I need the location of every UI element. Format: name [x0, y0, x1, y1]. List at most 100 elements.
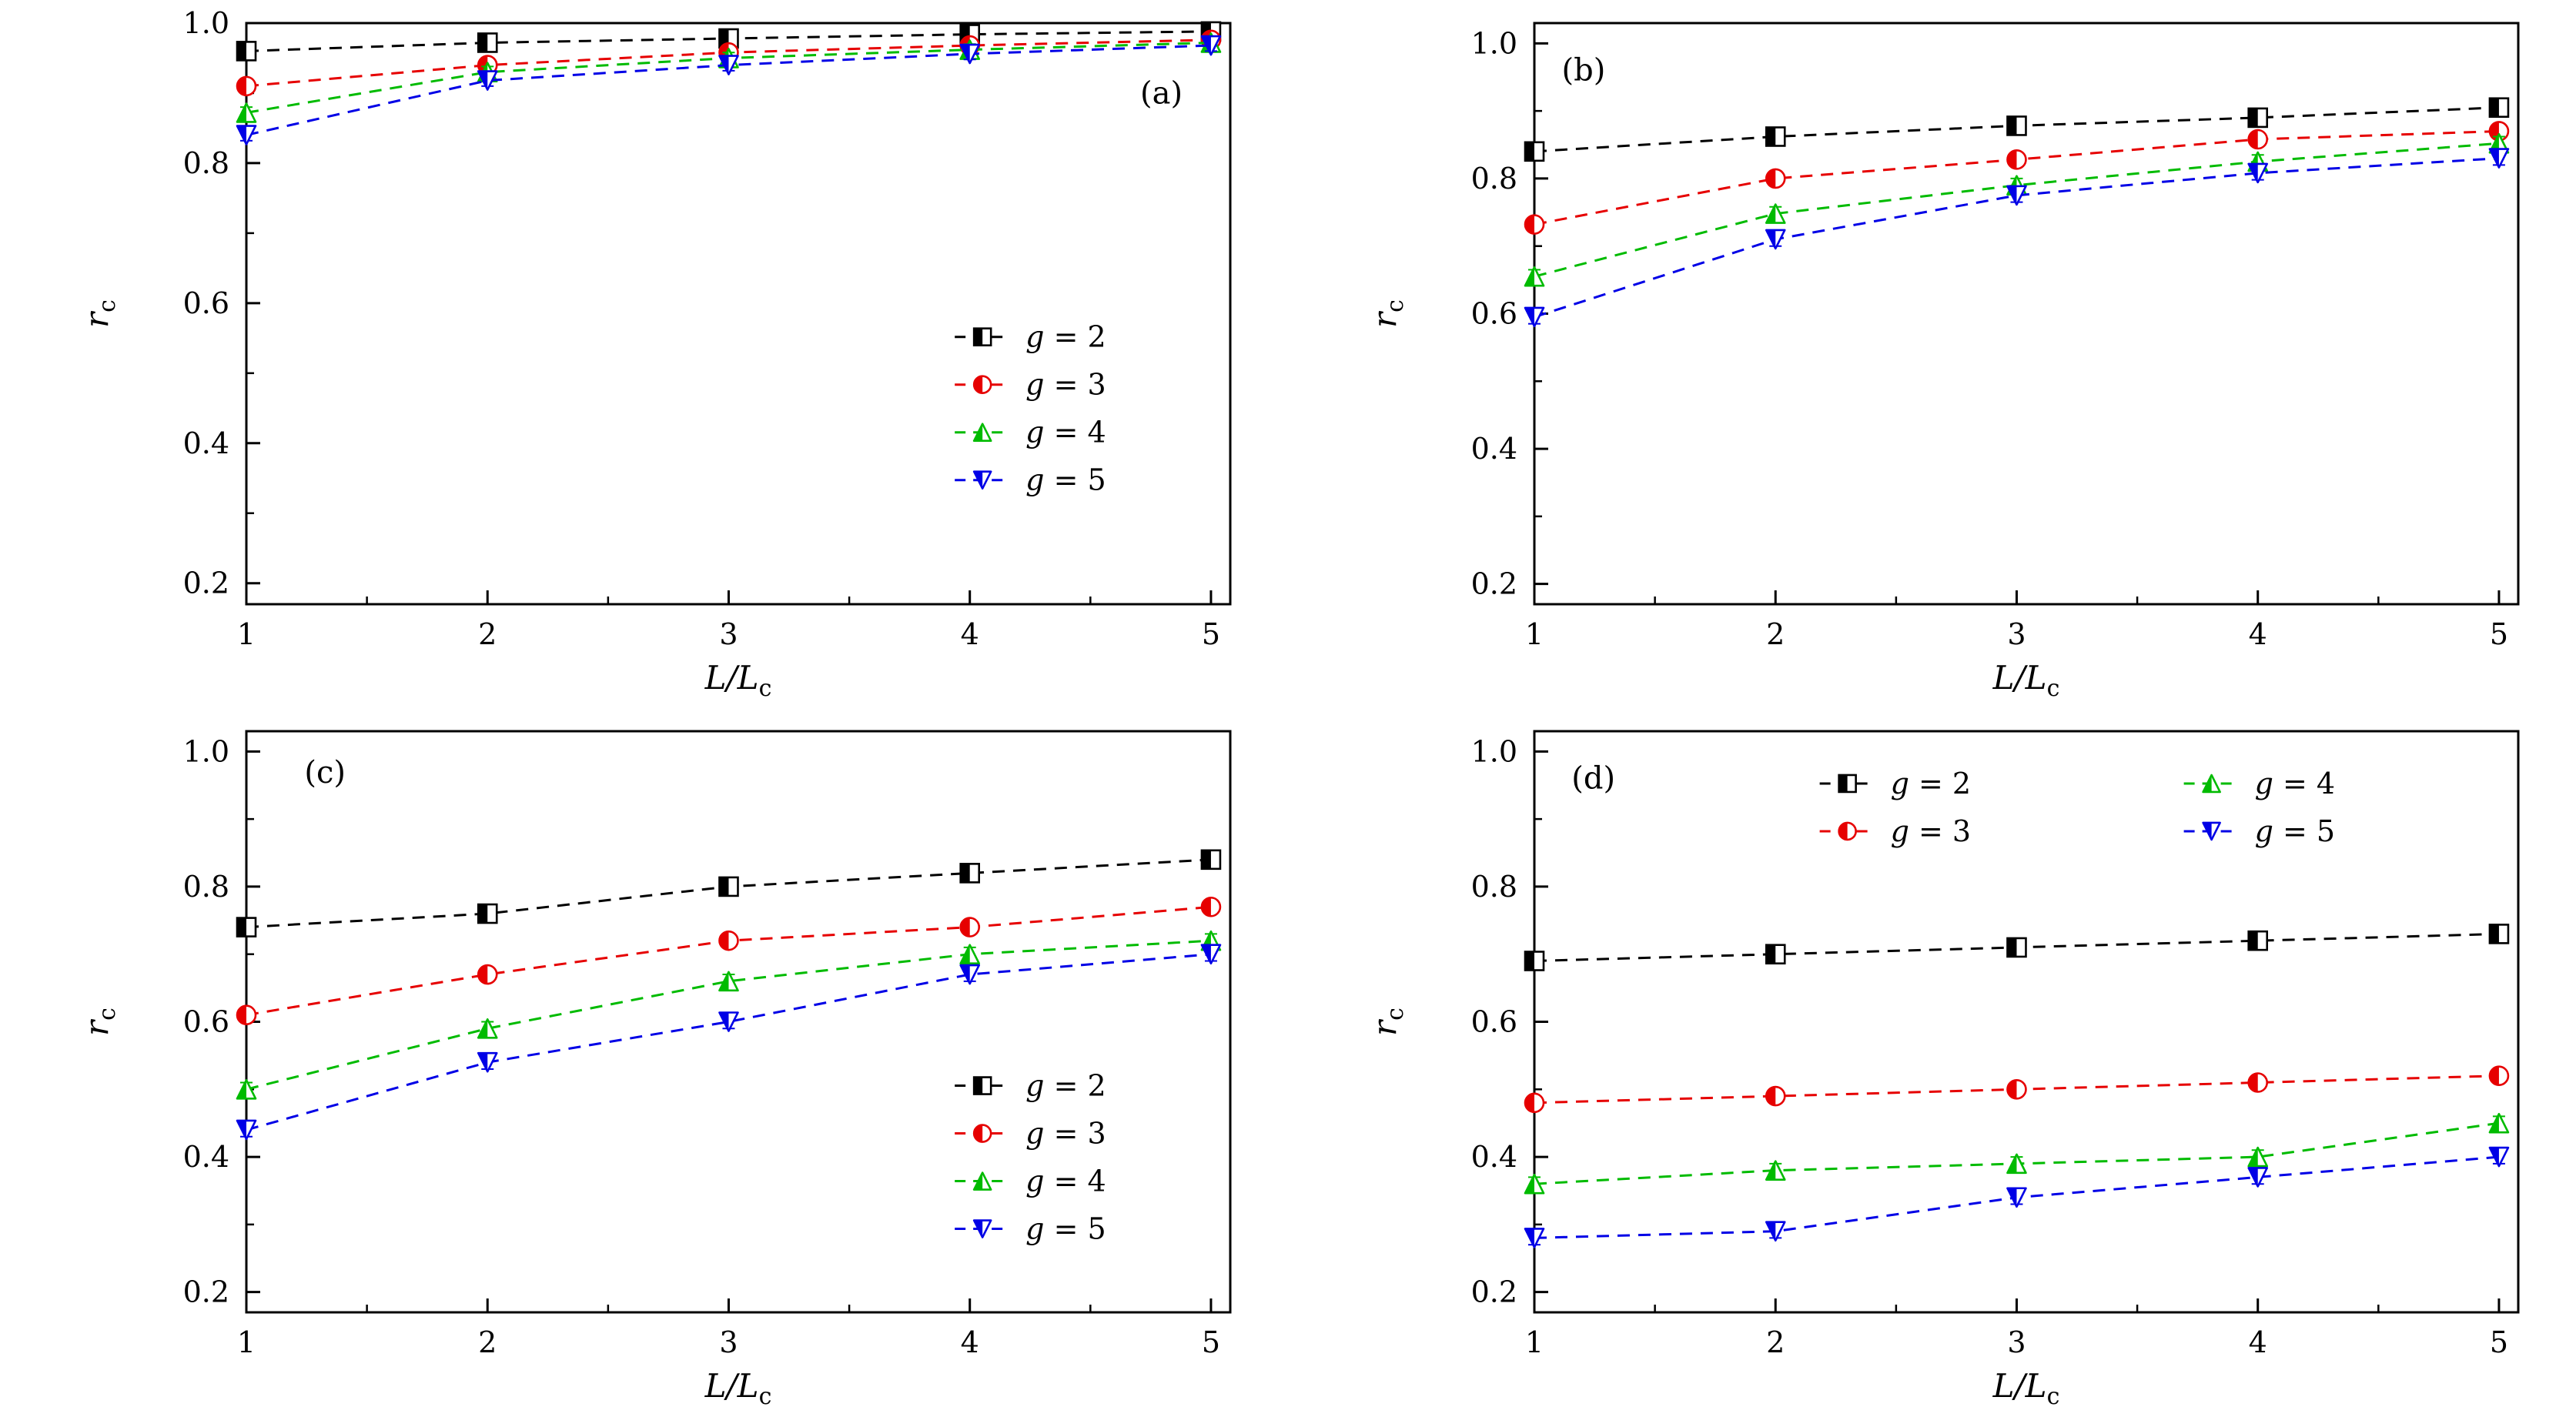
x-tick-label: 5 [1202, 1325, 1220, 1359]
legend-item-g-3: g = 3 [955, 1117, 1106, 1151]
panel-b: 1 2 3 4 5 L/Lc 0.2 0.4 0.6 0.8 1.0 rc (b) [1288, 0, 2576, 708]
legend-label: g = 2 [1025, 1069, 1106, 1103]
y-axis-label: rc [1366, 299, 1409, 328]
y-tick-label: 0.6 [1471, 297, 1517, 331]
series-g-5 [1524, 148, 2510, 328]
legend-label: g = 3 [1025, 1117, 1106, 1151]
series-g-2 [1524, 97, 2510, 162]
plot-border [1533, 730, 2520, 1314]
x-tick-label: 1 [237, 617, 256, 651]
y-axis: 0.2 0.4 0.6 0.8 1.0 rc [78, 6, 260, 600]
y-tick-label: 0.8 [1471, 162, 1517, 196]
y-axis: 0.2 0.4 0.6 0.8 1.0 rc [1366, 734, 1548, 1309]
legend-item-g-3: g = 3 [955, 368, 1106, 402]
legend-item-g-2: g = 2 [955, 320, 1106, 354]
y-tick-label: 0.6 [183, 1005, 229, 1039]
legend-item-g-3: g = 3 [1819, 814, 1972, 848]
x-axis: 1 2 3 4 5 L/Lc [237, 1298, 1220, 1410]
legend-item-g-4: g = 4 [2183, 767, 2336, 800]
y-tick-label: 0.4 [183, 1140, 229, 1174]
x-tick-label: 4 [961, 1325, 979, 1359]
y-axis: 0.2 0.4 0.6 0.8 1.0 rc [1366, 26, 1548, 601]
legend-label: g = 2 [1025, 320, 1106, 354]
x-tick-label: 5 [2490, 617, 2508, 651]
series-g-2 [1524, 924, 2510, 971]
y-axis: 0.2 0.4 0.6 0.8 1.0 rc [78, 734, 260, 1309]
series-g-5 [1524, 1146, 2510, 1248]
legend: g = 2 g = 3 g = 4 g = 5 [955, 320, 1106, 497]
x-tick-label: 4 [961, 617, 979, 651]
legend: g = 2 g = 3 g = 4 g = 5 [1819, 767, 2336, 848]
legend-item-g-5: g = 5 [2183, 814, 2336, 848]
y-tick-label: 0.8 [183, 146, 229, 180]
panel-letter: (a) [1140, 76, 1183, 112]
series-g-4 [1524, 1112, 2510, 1195]
x-axis: 1 2 3 4 5 L/Lc [1525, 1298, 2508, 1410]
y-tick-label: 0.2 [1471, 567, 1517, 601]
legend-label: g = 4 [1025, 1165, 1106, 1198]
series-g-3 [1524, 121, 2510, 235]
x-axis: 1 2 3 4 5 L/Lc [237, 590, 1220, 702]
x-tick-label: 3 [719, 617, 738, 651]
x-tick-label: 2 [1766, 1325, 1785, 1359]
y-tick-label: 1.0 [1471, 734, 1517, 768]
y-tick-label: 0.8 [1471, 870, 1517, 904]
y-tick-label: 1.0 [183, 734, 229, 768]
y-axis-label: rc [1366, 1008, 1409, 1036]
x-axis-label: L/Lc [1992, 659, 2060, 702]
y-tick-label: 0.2 [1471, 1275, 1517, 1309]
y-tick-label: 0.8 [183, 870, 229, 904]
y-tick-label: 1.0 [1471, 26, 1517, 60]
x-tick-label: 1 [237, 1325, 256, 1359]
legend-item-g-4: g = 4 [955, 416, 1106, 449]
legend-label: g = 5 [1025, 463, 1106, 497]
legend-label: g = 2 [1891, 767, 1972, 800]
y-axis-label: rc [78, 299, 121, 328]
legend-label: g = 5 [2255, 814, 2336, 848]
y-tick-label: 0.4 [1471, 432, 1517, 466]
y-tick-label: 0.6 [183, 286, 229, 320]
x-tick-label: 3 [719, 1325, 738, 1359]
x-axis-label: L/Lc [704, 659, 772, 702]
legend-label: g = 5 [1025, 1212, 1106, 1246]
series-g-2 [236, 849, 1222, 937]
series-g-3 [1524, 1065, 2510, 1114]
legend-label: g = 3 [1025, 368, 1106, 402]
panel-b-chart: 1 2 3 4 5 L/Lc 0.2 0.4 0.6 0.8 1.0 rc (b) [1288, 0, 2576, 708]
x-tick-label: 5 [1202, 617, 1220, 651]
legend-label: g = 4 [1025, 416, 1106, 449]
legend-item-g-2: g = 2 [1819, 767, 1972, 800]
legend-item-g-5: g = 5 [955, 1212, 1106, 1246]
legend-label: g = 4 [2255, 767, 2336, 800]
panel-letter: (b) [1561, 52, 1605, 88]
x-tick-label: 4 [2249, 617, 2267, 651]
y-tick-label: 0.4 [1471, 1140, 1517, 1174]
y-tick-label: 0.4 [183, 426, 229, 460]
y-axis-label: rc [78, 1008, 121, 1036]
y-tick-label: 0.2 [183, 1275, 229, 1309]
plot-border [1533, 22, 2520, 606]
y-tick-label: 0.6 [1471, 1005, 1517, 1039]
series-g-5 [236, 35, 1222, 145]
x-tick-label: 4 [2249, 1325, 2267, 1359]
panel-letter: (c) [304, 755, 346, 790]
x-tick-label: 2 [478, 617, 497, 651]
x-axis: 1 2 3 4 5 L/Lc [1525, 590, 2508, 702]
y-tick-label: 0.2 [183, 566, 229, 600]
legend-label: g = 3 [1891, 814, 1972, 848]
legend-item-g-4: g = 4 [955, 1165, 1106, 1198]
x-tick-label: 3 [2007, 1325, 2026, 1359]
series-g-5 [236, 944, 1222, 1141]
x-tick-label: 2 [478, 1325, 497, 1359]
plot-border [245, 22, 1232, 606]
x-tick-label: 1 [1525, 617, 1544, 651]
x-tick-label: 1 [1525, 1325, 1544, 1359]
x-axis-label: L/Lc [1992, 1367, 2060, 1410]
